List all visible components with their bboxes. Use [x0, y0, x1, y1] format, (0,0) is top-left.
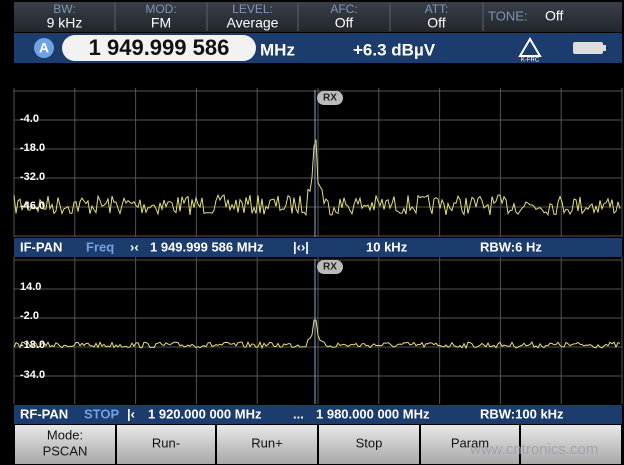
if-pan-mode: IF-PAN: [20, 239, 62, 254]
y-label: -32.0: [20, 171, 45, 183]
if-pan-span: 10 kHz: [366, 239, 408, 254]
status-value: FM: [151, 15, 171, 31]
icon: |‹: [127, 406, 135, 421]
softkey-label: Mode:: [47, 427, 83, 442]
rf-pan-rbw: RBW:100 kHz: [480, 406, 564, 421]
y-label: -18.0: [20, 339, 45, 351]
status-value: 9 kHz: [47, 15, 83, 31]
status-label: BW:: [53, 2, 75, 16]
status-value: Off: [335, 15, 354, 31]
icon-label: K-FRC: [521, 58, 540, 64]
if-pan-bar: [14, 238, 622, 257]
softkey[interactable]: [15, 425, 115, 464]
status-label: MOD:: [145, 2, 176, 16]
status-label: AFC:: [330, 2, 357, 16]
y-label: 14.0: [20, 281, 41, 293]
level: +6.3 dBµV: [353, 40, 436, 59]
frequency-box: [62, 35, 256, 61]
softkey[interactable]: [521, 425, 621, 464]
softkey-sub: PSCAN: [43, 443, 88, 458]
if-pan-center: 1 949.999 586 MHz: [150, 239, 264, 254]
marker-badge: [317, 91, 343, 105]
rf-pan-state: STOP: [84, 406, 119, 421]
channel: A: [39, 40, 49, 56]
if-pan-field: Freq: [86, 239, 114, 254]
marker-label: RX: [323, 262, 337, 273]
rf-pan-bar: [14, 405, 622, 424]
softkey-label: Run-: [152, 435, 180, 450]
status-value: Off: [427, 15, 446, 31]
softkey-label: Stop: [356, 435, 383, 450]
channel-badge: [34, 38, 54, 58]
softkey[interactable]: [421, 425, 519, 464]
softkey-label: Param: [451, 435, 489, 450]
rf-pan-mode: RF-PAN: [20, 406, 68, 421]
y-label: -34.0: [20, 369, 45, 381]
y-label: -46.0: [20, 200, 45, 212]
watermark: www.cntronics.com: [469, 441, 598, 458]
icon: ›‹: [130, 239, 139, 254]
status-value: Average: [227, 15, 279, 31]
softkey[interactable]: [117, 425, 215, 464]
if-pan-rbw: RBW:6 Hz: [480, 239, 542, 254]
rf-pan-stop: 1 980.000 000 MHz: [316, 406, 430, 421]
warning-icon: [518, 37, 542, 57]
y-label: -18.0: [20, 142, 45, 154]
tone-label: TONE:: [488, 8, 528, 23]
y-label: -4.0: [20, 113, 39, 125]
y-label: -2.0: [20, 310, 39, 322]
icon: |‹›|: [293, 239, 309, 254]
status-label: ATT:: [425, 2, 449, 16]
status-label: LEVEL:: [232, 2, 273, 16]
softkey[interactable]: [319, 425, 419, 464]
marker-badge: [317, 260, 343, 274]
frequency-unit: MHz: [260, 40, 295, 59]
battery-icon: [573, 42, 603, 54]
rf-pan-start: 1 920.000 000 MHz: [148, 406, 262, 421]
softkey-label: Run+: [251, 435, 282, 450]
status-bar: [14, 2, 622, 32]
trace: [13, 319, 621, 350]
tone-value: Off: [545, 8, 564, 24]
rf-pan-separator: ...: [293, 406, 304, 421]
battery-tip: [603, 45, 606, 51]
softkey[interactable]: [217, 425, 317, 464]
marker-label: RX: [323, 93, 337, 104]
frequency: 1 949.999 586: [89, 35, 230, 60]
trace: [13, 139, 621, 217]
